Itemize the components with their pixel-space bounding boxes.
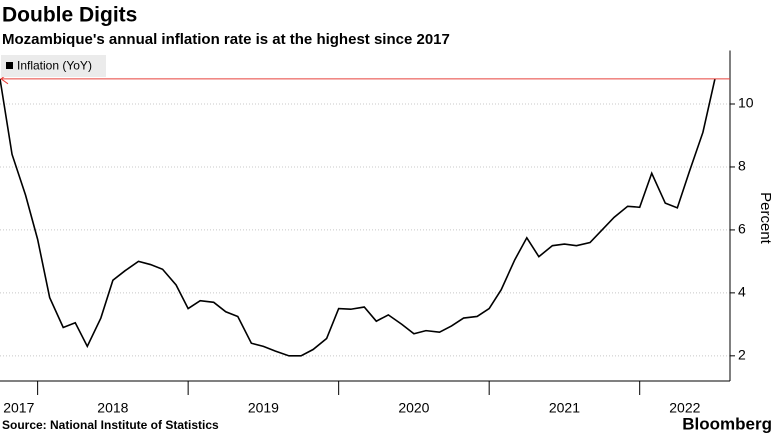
y-tick-label: 4 <box>738 284 746 300</box>
legend-label: Inflation (YoY) <box>17 59 92 73</box>
chart-subtitle: Mozambique's annual inflation rate is at… <box>2 31 450 48</box>
legend-swatch <box>6 62 13 69</box>
y-tick-label: 8 <box>738 158 746 174</box>
legend-box <box>1 55 106 77</box>
line-series <box>0 78 716 357</box>
chart-title: Double Digits <box>2 4 137 27</box>
x-tick-label: 2020 <box>398 400 429 416</box>
x-tick-label: 2018 <box>97 400 128 416</box>
source: Source: National Institute of Statistics <box>2 418 219 432</box>
x-tick-label: 2019 <box>248 400 279 416</box>
x-tick-label: 2021 <box>549 400 580 416</box>
y-axis-label: Percent <box>757 192 774 245</box>
x-tick-label: 2022 <box>669 400 700 416</box>
brand: Bloomberg <box>682 414 772 433</box>
y-tick-label: 6 <box>738 221 746 237</box>
x-tick-label: 2017 <box>3 400 34 416</box>
y-tick-label: 2 <box>738 347 746 363</box>
y-tick-label: 10 <box>738 95 754 111</box>
